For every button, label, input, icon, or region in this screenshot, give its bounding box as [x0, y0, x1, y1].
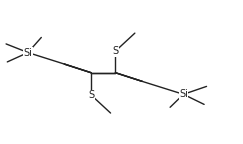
- Text: S: S: [112, 46, 119, 56]
- Text: Si: Si: [24, 48, 32, 58]
- Text: Si: Si: [179, 89, 188, 99]
- Text: S: S: [88, 90, 94, 100]
